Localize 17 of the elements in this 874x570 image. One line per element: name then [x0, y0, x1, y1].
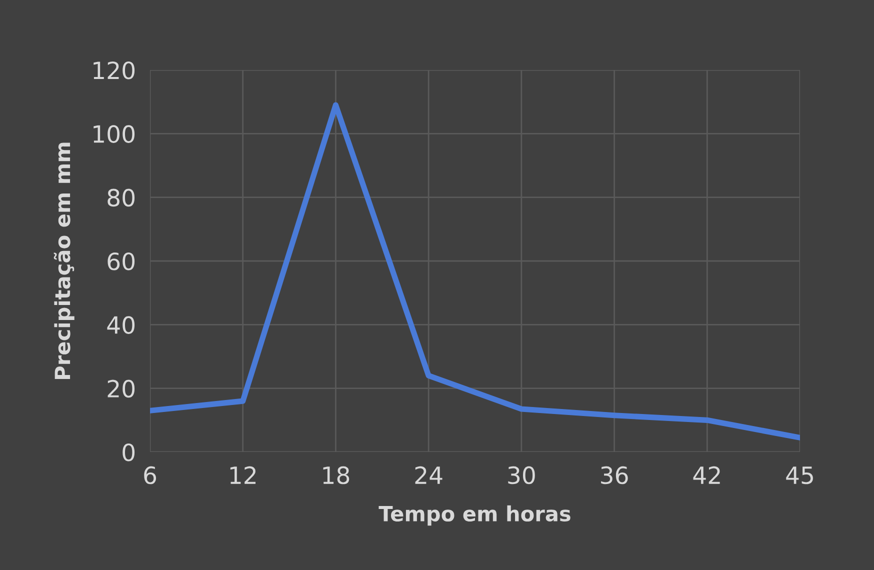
y-tick-label: 100 [94, 125, 135, 143]
x-tick-label: 24 [415, 466, 442, 484]
y-tick-label: 20 [108, 380, 135, 398]
x-axis-title: Tempo em horas [378, 505, 570, 526]
x-tick-label: 6 [144, 466, 156, 484]
x-tick-label: 30 [508, 466, 535, 484]
x-tick-label: 36 [601, 466, 628, 484]
y-tick-label: 40 [107, 316, 135, 334]
x-tick-label: 42 [693, 466, 720, 484]
y-axis-title: Precipitação em mm [54, 142, 74, 379]
y-tick-label: 60 [108, 252, 135, 270]
y-tick-label: 120 [94, 61, 135, 80]
x-tick-label: 12 [230, 466, 256, 484]
y-tick-label: 80 [108, 188, 135, 207]
x-tick-label: 18 [323, 466, 350, 484]
x-tick-label: 45 [786, 466, 813, 484]
y-tick-label: 0 [122, 443, 135, 462]
